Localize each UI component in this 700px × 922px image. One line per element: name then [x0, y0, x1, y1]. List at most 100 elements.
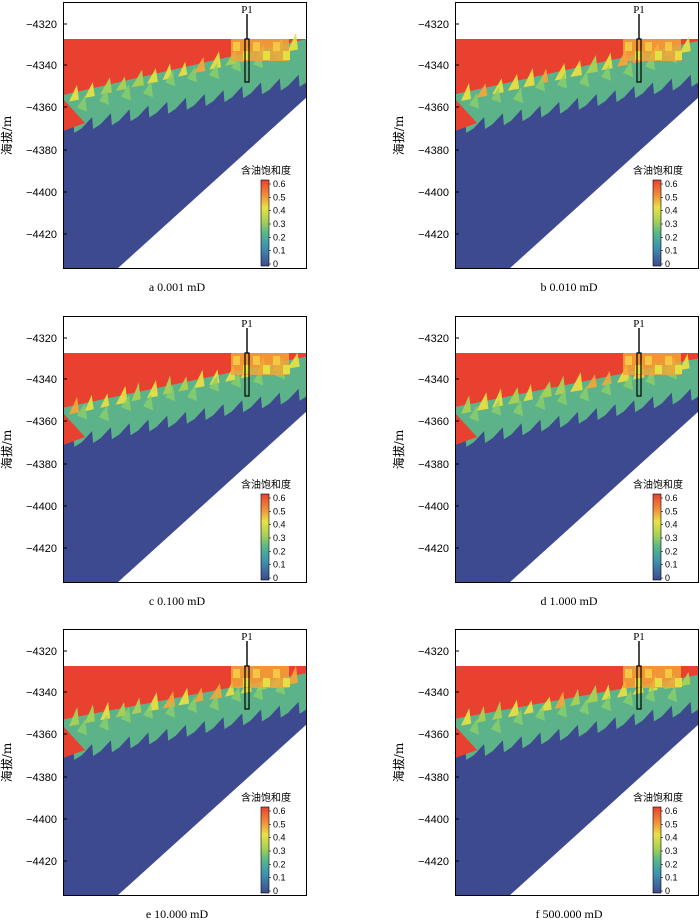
high-saturation-cell: [645, 669, 652, 678]
high-saturation-cell: [635, 365, 642, 374]
saturation-wedge: [99, 405, 109, 422]
colorbar-tick-label: 0.6: [273, 179, 286, 189]
high-saturation-cell: [665, 669, 672, 678]
saturation-wedge: [99, 714, 109, 731]
well-completion: [636, 352, 642, 397]
high-saturation-cell: [645, 42, 652, 51]
well-label: P1: [241, 631, 253, 643]
saturation-wedge: [187, 696, 197, 713]
saturation-wedge: [535, 75, 545, 92]
saturation-wedge: [491, 399, 501, 416]
colorbar-tick-label: 0.2: [273, 232, 286, 242]
y-tick-label: −4360: [26, 416, 57, 428]
chart-panel: P1 −4320 −4340 −4360 −4380 −4400 −4420 海拔/m 含油饱和…: [0, 316, 307, 608]
saturation-wedge: [99, 88, 109, 105]
saturation-wedge: [231, 686, 241, 703]
saturation-wedge: [513, 400, 523, 417]
saturation-wedge: [539, 381, 552, 399]
saturation-wedge: [121, 84, 131, 101]
water-zone-region: [63, 388, 307, 583]
high-saturation-cell: [625, 669, 632, 678]
colorbar-tick-label: 0.4: [665, 833, 678, 843]
saturation-wedge: [491, 717, 501, 734]
outside-reservoir: [117, 411, 307, 583]
saturation-wedge: [193, 369, 205, 389]
water-zone-region: [455, 701, 699, 896]
plot-frame: [455, 2, 699, 269]
y-tick-label: −4340: [26, 374, 57, 386]
saturation-wedge: [523, 700, 534, 715]
saturation-wedge: [121, 707, 131, 723]
saturation-wedge: [178, 61, 188, 77]
y-tick-label: −4360: [418, 729, 449, 741]
y-axis-label: 海拔/m: [391, 742, 406, 782]
well-completion: [244, 38, 250, 83]
saturation-wedge: [69, 396, 80, 415]
saturation-wedge: [557, 389, 567, 406]
saturation-wedge: [645, 686, 655, 703]
high-saturation-cell: [243, 365, 250, 374]
well-label: P1: [633, 4, 645, 16]
oil-pinch: [455, 726, 477, 758]
colorbar-tick-label: 0.1: [665, 246, 678, 256]
y-tick-label: −4320: [418, 333, 449, 345]
colorbar-tick-label: 0: [665, 573, 670, 583]
saturation-wedge: [121, 395, 131, 412]
colorbar-tick-label: 0.6: [665, 806, 678, 816]
y-tick-label: −4360: [26, 729, 57, 741]
saturation-wedge: [492, 78, 504, 95]
well-completion: [244, 665, 250, 710]
colorbar-tick-label: 0.5: [665, 819, 678, 829]
y-tick-label: −4420: [418, 856, 449, 868]
saturation-wedge: [143, 703, 153, 720]
colorbar-tick-label: 0.5: [273, 506, 286, 516]
high-saturation-cell: [283, 51, 290, 60]
saturation-wedge: [523, 68, 535, 88]
y-tick-label: −4420: [26, 229, 57, 241]
high-saturation-cell: [233, 356, 240, 365]
y-tick-label: −4400: [418, 814, 449, 826]
saturation-wedge: [178, 687, 190, 706]
saturation-wedge: [601, 52, 613, 71]
plot-frame: [63, 629, 307, 896]
saturation-wedge: [287, 352, 300, 369]
colorbar-tick-label: 0.4: [273, 206, 286, 216]
y-axis-label: 海拔/m: [391, 429, 406, 469]
well-completion: [636, 38, 642, 83]
saturation-wedge: [507, 73, 520, 91]
saturation-wedge: [115, 702, 126, 718]
high-saturation-cell: [645, 356, 652, 365]
plot-frame: [63, 316, 307, 583]
y-tick-label: −4380: [26, 459, 57, 471]
colorbar-tick-label: 0: [273, 259, 278, 269]
saturation-wedge: [209, 694, 219, 711]
y-tick-label: −4320: [418, 646, 449, 658]
y-tick-label: −4400: [26, 814, 57, 826]
high-saturation-cell: [675, 365, 682, 374]
saturation-wedge: [513, 87, 523, 104]
chart-panel: P1 −4320 −4340 −4360 −4380 −4400 −4420 海拔/m 含油饱和…: [391, 2, 699, 294]
saturation-wedge: [69, 706, 80, 727]
colorbar-tick-label: 0.6: [665, 179, 678, 189]
colorbar-title: 含油饱和度: [241, 791, 291, 804]
colorbar: [260, 493, 270, 581]
colorbar-tick-label: 0: [665, 886, 670, 896]
colorbar-tick-label: 0.5: [273, 192, 286, 202]
saturation-wedge: [491, 87, 501, 103]
colorbar-tick-label: 0.3: [273, 846, 286, 856]
colorbar-tick-label: 0.6: [273, 493, 286, 503]
saturation-wedge: [476, 83, 488, 98]
saturation-wedge: [585, 684, 598, 704]
saturation-wedge: [554, 691, 566, 709]
colorbar-title: 含油饱和度: [241, 478, 291, 491]
saturation-wedge: [100, 701, 111, 721]
high-saturation-cell: [655, 678, 662, 687]
saturation-wedge: [601, 695, 611, 712]
high-saturation-cell: [243, 51, 250, 60]
y-tick-label: −4360: [26, 102, 57, 114]
saturation-wedge: [535, 393, 545, 410]
y-tick-label: −4420: [26, 856, 57, 868]
saturation-wedge: [461, 708, 472, 726]
colorbar-tick-label: 0.2: [273, 859, 286, 869]
chart-panel: P1 −4320 −4340 −4360 −4380 −4400 −4420 海拔/m 含油饱和…: [0, 2, 307, 294]
